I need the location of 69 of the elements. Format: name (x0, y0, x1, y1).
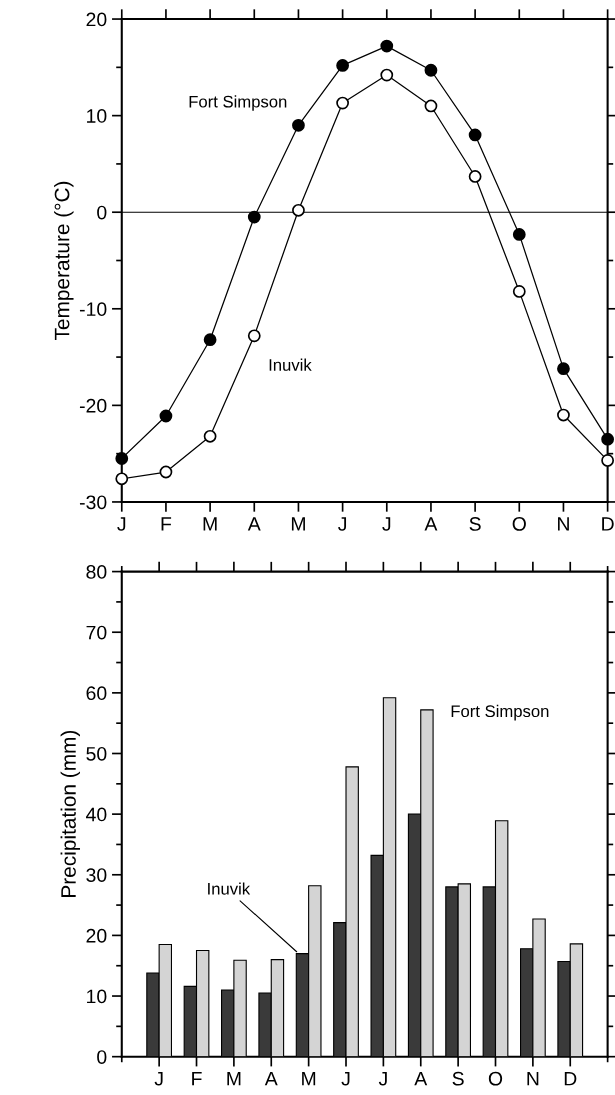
x-tick-label: J (338, 517, 347, 531)
y-tick-label: 80 (86, 565, 107, 579)
y-tick-label: 70 (86, 625, 107, 640)
y-tick-label: -10 (79, 302, 107, 317)
point (380, 39, 394, 53)
x-tick-label: J (382, 517, 391, 531)
point (601, 454, 615, 467)
point (557, 362, 570, 376)
series-label: Fort Simpson (451, 704, 549, 721)
x-tick-label: A (264, 1071, 278, 1086)
y-tick-label: 30 (86, 868, 107, 883)
point (115, 452, 129, 465)
y-tick-label: 60 (86, 686, 107, 701)
x-tick-label: M (291, 517, 305, 531)
x-tick-label: A (424, 517, 438, 531)
y-tick-label: 10 (87, 109, 107, 123)
x-tick-label: F (192, 1071, 202, 1086)
x-tick-label: S (469, 517, 481, 531)
series-label: Inuvik (269, 358, 312, 371)
y-tick-label: -20 (79, 398, 107, 413)
x-tick-label: J (154, 1071, 163, 1086)
x-tick-label: D (602, 517, 614, 531)
x-tick-label: M (203, 517, 217, 531)
y-tick-label: 40 (86, 807, 107, 822)
x-tick-label: N (558, 517, 569, 531)
x-tick-label: J (341, 1071, 350, 1086)
y-tick-label: 0 (97, 1050, 107, 1064)
y-tick-label: 10 (87, 989, 107, 1004)
x-tick-label: J (378, 1071, 387, 1086)
series-label: Fort Simpson (189, 95, 287, 111)
point (557, 408, 570, 422)
point (292, 118, 305, 132)
x-tick-label: A (414, 1071, 428, 1086)
x-tick-label: O (488, 1071, 503, 1086)
point (601, 432, 615, 446)
point (336, 96, 350, 110)
y-tick-label: 20 (86, 12, 107, 27)
x-tick-label: F (161, 517, 172, 531)
text: Inuvik (208, 882, 251, 895)
y-axis-title: Precipitation (mm) (60, 730, 81, 897)
x-tick-label: M (302, 1071, 316, 1086)
point (159, 465, 173, 479)
x-tick-label: S (452, 1071, 464, 1086)
point (115, 472, 129, 486)
point (468, 170, 482, 183)
x-tick-label: O (512, 517, 526, 531)
x-tick-label: A (247, 517, 261, 531)
point (468, 128, 482, 142)
point (159, 409, 173, 423)
point (512, 228, 526, 241)
point (203, 333, 217, 347)
point (424, 63, 438, 77)
point (424, 99, 438, 113)
point (336, 59, 350, 72)
point (203, 429, 217, 443)
y-tick-label: 20 (86, 928, 107, 943)
point (247, 210, 261, 224)
y-tick-label: 50 (86, 746, 107, 761)
x-tick-label: J (117, 517, 126, 531)
point (512, 285, 526, 298)
x-tick-label: M (227, 1071, 241, 1086)
point (292, 203, 305, 217)
x-tick-label: D (564, 1071, 577, 1086)
y-axis-title: Temperature (°C) (54, 181, 74, 341)
y-tick-label: 0 (97, 205, 107, 220)
point (380, 68, 394, 82)
y-tick-label: -30 (79, 495, 107, 510)
x-tick-label: N (527, 1071, 539, 1086)
point (247, 329, 261, 343)
